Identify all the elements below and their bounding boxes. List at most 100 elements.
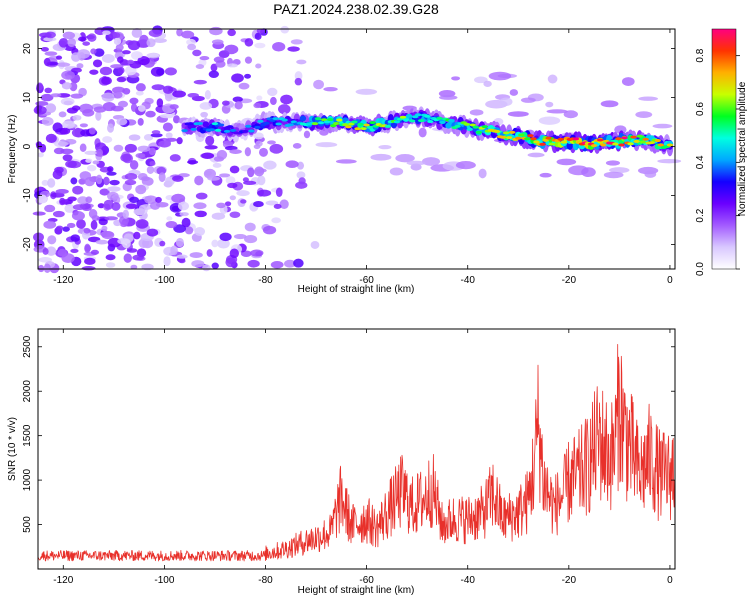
ridge-cell — [254, 125, 261, 129]
spectrogram-cell — [103, 176, 110, 186]
spectrogram-cell — [280, 94, 293, 105]
spectrogram-cell — [199, 102, 213, 110]
ridge-cell — [454, 124, 461, 128]
spectrogram-cell — [208, 70, 219, 79]
ridge-cell — [211, 122, 219, 126]
spectrogram-cell — [54, 166, 64, 174]
spectrogram-cell — [199, 55, 210, 61]
spectrogram-cell — [41, 46, 49, 52]
spectrogram-cell — [96, 148, 104, 157]
ridge-cell — [630, 135, 637, 139]
spectrogram-cell — [238, 82, 250, 90]
spectrogram-cell — [41, 179, 49, 186]
spectrogram-cell — [84, 257, 96, 265]
spectrogram-cell — [210, 63, 218, 72]
spectrogram-cell — [155, 201, 169, 208]
spectrogram-cell — [186, 38, 196, 46]
spectrogram-cell — [82, 41, 91, 46]
spectrogram-cell — [125, 40, 134, 46]
spectrogram-cell — [90, 249, 100, 255]
spectrogram-cell — [135, 184, 147, 195]
spectrogram-cell — [84, 243, 91, 254]
spectrogram-cell — [43, 57, 51, 67]
spectrogram-cell — [113, 37, 122, 45]
spectrogram-cell — [159, 113, 174, 119]
ridge-cell — [627, 142, 634, 146]
ridge-cell — [354, 127, 361, 131]
spectrogram-cell — [229, 165, 240, 174]
spectrogram-cell — [200, 111, 209, 118]
spectrogram-cell — [113, 144, 124, 152]
ridge-cell — [618, 143, 625, 147]
spectrogram-cell — [315, 142, 338, 148]
ridge-cell — [621, 136, 628, 140]
spectrogram-cell — [269, 143, 284, 154]
spectrogram-cell — [236, 190, 250, 197]
spectrogram-cell — [60, 97, 75, 106]
ridge-cell — [472, 125, 480, 129]
ridge-cell — [399, 115, 407, 119]
spectrogram-cell — [146, 53, 160, 58]
spectrogram-cell — [207, 176, 220, 181]
spectrogram-frame — [37, 28, 676, 270]
spectrogram-cell — [55, 188, 69, 194]
ridge-cell — [596, 138, 604, 142]
ridge-cell — [539, 142, 546, 146]
spectrogram-cell — [71, 105, 81, 111]
ridge-cell — [545, 136, 552, 140]
ridge-cell — [639, 140, 646, 144]
spectrogram-cell — [488, 71, 512, 81]
spectrogram-cell — [254, 32, 262, 40]
spectrogram-cell — [150, 133, 163, 138]
ridge-cell — [363, 123, 370, 127]
spectrogram-cell — [33, 232, 44, 242]
spectrogram-cell — [62, 31, 76, 40]
ridge-cell — [408, 119, 416, 123]
spectrogram-cell — [253, 132, 264, 140]
colorbar-gradient — [711, 28, 737, 270]
ridge-cell — [202, 121, 210, 128]
spectrogram-cell — [194, 210, 207, 218]
spectrogram-cell — [62, 226, 70, 232]
spectrogram-cell — [657, 158, 682, 164]
ridge-cell — [263, 121, 270, 125]
spectrogram-cell — [44, 31, 56, 39]
spectrogram-cell — [98, 218, 108, 226]
spectrogram-cell — [37, 194, 48, 204]
spectrogram-x-tick-label: -40 — [460, 275, 475, 286]
ridge-cell — [533, 140, 540, 144]
spectrogram-cell — [107, 191, 119, 201]
spectrogram-cell — [81, 266, 96, 271]
spectrogram-cell — [265, 200, 279, 206]
spectrogram-cell — [102, 136, 113, 143]
spectrogram-cell — [134, 52, 143, 59]
ridge-cell — [369, 121, 376, 125]
spectrogram-cell — [187, 92, 199, 98]
spectrogram-cell — [509, 89, 519, 96]
spectrogram-cell — [153, 38, 167, 43]
spectrogram-cell — [79, 123, 88, 128]
ridge-cell — [542, 138, 549, 142]
spectrogram-cell — [395, 154, 415, 163]
spectrogram-cell — [95, 239, 109, 245]
spectrogram-cell — [203, 168, 216, 179]
spectrogram-cell — [644, 170, 657, 178]
spectrogram-y-label: Frequency (Hz) — [7, 115, 18, 184]
spectrogram-cell — [41, 116, 54, 126]
spectrogram-cell — [229, 248, 239, 259]
spectrogram-cell — [224, 145, 238, 151]
spectrogram-y-tick-label: 10 — [22, 92, 33, 104]
spectrogram-cell — [42, 248, 49, 255]
spectrogram-cell — [173, 115, 180, 124]
spectrogram-cell — [71, 211, 85, 221]
spectrogram-cell — [138, 204, 147, 212]
spectrogram-cell — [137, 105, 146, 112]
spectrogram-cell — [287, 46, 300, 52]
colorbar-tick-label: 0.4 — [695, 155, 706, 169]
spectrogram-cell — [262, 225, 277, 235]
spectrogram-cell — [296, 161, 305, 170]
ridge-cell — [214, 128, 222, 132]
spectrogram-cell — [88, 209, 98, 219]
spectrogram-cell — [284, 259, 296, 268]
spectrogram-cell — [240, 199, 247, 204]
